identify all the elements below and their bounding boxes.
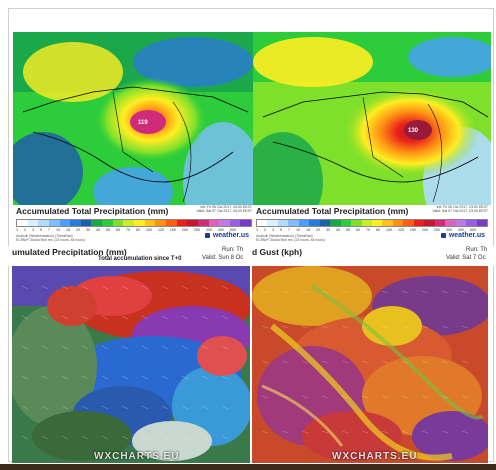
scale-swatch — [197, 220, 209, 226]
caption-meta: Init: Fri 06 Oct 2017, 03:00 EEST Valid:… — [432, 205, 488, 213]
precip-caption-left: Accumulated Total Precipitation (mm) Ini… — [13, 205, 255, 247]
scale-swatch — [361, 220, 372, 226]
scale-swatch — [17, 220, 28, 226]
max-value-label: 130 — [408, 128, 419, 134]
scale-swatch — [91, 220, 103, 226]
scale-swatch — [187, 220, 198, 226]
weather-logo-icon — [204, 232, 210, 238]
caption-title: Accumulated Total Precipitation (mm) — [16, 206, 169, 216]
scale-swatch — [371, 220, 383, 226]
scale-swatch — [434, 220, 446, 226]
weather-us-logo: weather.us — [204, 232, 249, 239]
color-scale — [16, 219, 252, 227]
wxcharts-watermark: WXCHARTS.EU — [332, 451, 418, 462]
wind-arrows-overlay — [21, 285, 229, 440]
weather-us-logo: weather.us — [440, 232, 485, 239]
gust-run-label: Run: Th — [466, 247, 488, 253]
scale-swatch — [309, 220, 320, 226]
scale-swatch — [476, 220, 487, 226]
scale-ticks: 1 2 3 5 7 10 15 20 30 40 50 60 70 80 100… — [16, 228, 236, 232]
scale-swatch — [298, 220, 310, 226]
scale-swatch — [155, 220, 166, 226]
caption-title: Accumulated Total Precipitation (mm) — [256, 206, 409, 216]
scale-swatch — [38, 220, 49, 226]
scale-swatch — [403, 220, 414, 226]
scale-swatch — [240, 220, 252, 226]
color-scale — [256, 219, 488, 227]
scale-swatch — [102, 220, 113, 226]
bottom-left-precip-map: WXCHARTS.EU — [12, 266, 250, 463]
scale-swatch — [267, 220, 278, 226]
precip-map-left: 119 — [13, 32, 255, 242]
weather-logo-icon — [440, 232, 446, 238]
scale-swatch — [351, 220, 362, 226]
scale-swatch — [330, 220, 341, 226]
scale-swatch — [466, 220, 477, 226]
precip-run-label: Run: Th — [222, 247, 244, 253]
figure-frame: 119 Accumulated Total Precipitation (mm)… — [8, 8, 494, 462]
scale-swatch — [424, 220, 435, 226]
wxcharts-watermark: WXCHARTS.EU — [94, 451, 180, 462]
scale-swatch — [257, 220, 268, 226]
scale-swatch — [288, 220, 299, 226]
caption-source: Anaholli (Weatherstation) (ThessRan) ECM… — [256, 234, 325, 242]
scale-swatch — [27, 220, 39, 226]
precip-valid-label: Valid: Sun 8 Oc — [202, 255, 244, 261]
scale-swatch — [70, 220, 81, 226]
scale-swatch — [134, 220, 145, 226]
precip-chart-title: umulated Precipitation (mm) — [12, 247, 127, 257]
max-value-label: 119 — [138, 120, 148, 126]
scale-swatch — [48, 220, 60, 226]
bottom-strip — [0, 464, 496, 470]
scale-swatch — [455, 220, 467, 226]
precip-caption-right: Accumulated Total Precipitation (mm) Ini… — [253, 205, 491, 247]
scale-swatch — [340, 220, 352, 226]
scale-swatch — [59, 220, 71, 226]
scale-swatch — [413, 220, 425, 226]
gust-valid-label: Valid: Sat 7 Oc — [446, 255, 486, 261]
wxcharts-precip-map — [12, 266, 250, 463]
bottom-right-gust-map: WXCHARTS.EU — [252, 266, 488, 463]
scale-swatch — [80, 220, 92, 226]
scale-swatch — [382, 220, 393, 226]
caption-meta: Init: Fri 06 Oct 2017, 03:00 EEST Valid:… — [196, 205, 252, 213]
gust-chart-title: d Gust (kph) — [252, 247, 303, 257]
scale-swatch — [392, 220, 404, 226]
wind-arrows-overlay — [261, 290, 469, 434]
scale-swatch — [165, 220, 177, 226]
scale-swatch — [229, 220, 241, 226]
precip-chart-subtitle: Total accumulation since T+0 — [98, 256, 182, 262]
scale-swatch — [112, 220, 124, 226]
scale-swatch — [208, 220, 220, 226]
scale-swatch — [176, 220, 188, 226]
scale-swatch — [144, 220, 156, 226]
scale-swatch — [445, 220, 456, 226]
scale-swatch — [219, 220, 230, 226]
wxcharts-gust-map — [252, 266, 488, 463]
top-right-precip-panel: 130 Accumulated Total Precipitation (mm)… — [253, 11, 491, 247]
bottom-charts-header: umulated Precipitation (mm) Total accumu… — [0, 246, 496, 266]
scale-swatch — [319, 220, 331, 226]
scale-ticks: 1 2 3 5 7 10 15 20 30 40 50 60 70 80 100… — [256, 228, 476, 232]
scale-swatch — [123, 220, 135, 226]
caption-source: Anaholli (Weatherstation) (ThessRan) ECM… — [16, 234, 85, 242]
scale-swatch — [277, 220, 289, 226]
top-left-precip-panel: 119 Accumulated Total Precipitation (mm)… — [13, 11, 255, 247]
